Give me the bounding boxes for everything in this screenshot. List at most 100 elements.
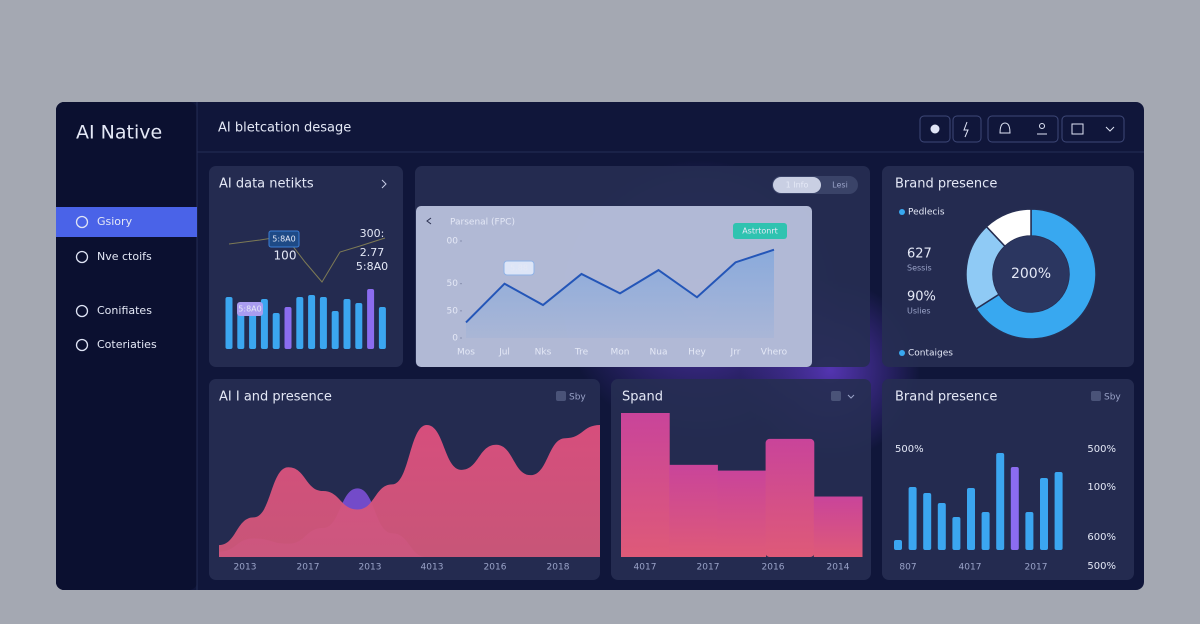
bar: [1010, 467, 1019, 550]
bar: [996, 453, 1005, 550]
x-tick-label: 2017: [697, 563, 720, 573]
bar: [296, 297, 304, 349]
bar: [319, 297, 327, 349]
annotation: 5:8A0: [238, 305, 261, 314]
bar: [908, 487, 917, 550]
checkbox[interactable]: [831, 391, 841, 401]
legend-text: Sessis: [907, 264, 932, 273]
x-tick-label: Nua: [650, 348, 668, 358]
nav-active[interactable]: [56, 207, 197, 237]
bar: [343, 299, 351, 349]
card: [882, 379, 1134, 580]
step-bar: [813, 496, 863, 557]
button[interactable]: [987, 115, 1059, 143]
annotation-box: [503, 260, 535, 276]
brand: AI Native: [76, 122, 162, 144]
checkbox[interactable]: [556, 391, 566, 401]
nav-icon: [75, 304, 89, 318]
annotation: 100: [274, 249, 297, 263]
x-tick-label: 2017: [1025, 563, 1048, 573]
x-tick-label: Mos: [457, 348, 475, 358]
x-tick-label: 807: [899, 563, 916, 573]
legend-text: 90%: [907, 290, 936, 305]
axis-label: 500%: [895, 444, 924, 455]
card-title: AI data netikts: [219, 177, 314, 192]
legend-dot: [899, 350, 905, 356]
x-tick-label: 2018: [547, 563, 570, 573]
page-title: AI bletcation desage: [218, 121, 351, 136]
y-tick-label: 0: [452, 334, 458, 344]
checkbox-label: Sby: [569, 393, 586, 403]
bar: [308, 295, 316, 349]
axis-label: 100%: [1087, 482, 1116, 493]
bar: [225, 297, 233, 349]
line: [465, 248, 775, 324]
legend-text: Pedlecis: [908, 208, 945, 218]
y-tick-label: 50: [447, 279, 459, 289]
x-tick-label: Hey: [688, 348, 706, 358]
bar: [923, 493, 932, 550]
legend-text: Contaiges: [908, 349, 953, 359]
y-tick-label: 50: [447, 306, 459, 316]
tooltip: [237, 302, 263, 316]
x-tick-label: 2016: [484, 563, 507, 573]
nav-icon: [75, 215, 89, 229]
card: [209, 166, 403, 367]
legend-dot: [899, 209, 905, 215]
toolbar[interactable]: [919, 115, 1125, 143]
nav-item: Gsiory: [97, 215, 133, 228]
icon: [1039, 123, 1045, 129]
bar: [331, 311, 339, 349]
checkbox[interactable]: [1091, 391, 1101, 401]
dropdown[interactable]: [847, 394, 855, 399]
bar: [937, 503, 946, 550]
icon: [930, 124, 940, 134]
panel-title: Parsenal (FPC): [450, 218, 515, 228]
x-tick-label: 2014: [827, 563, 850, 573]
back-icon: [426, 217, 432, 225]
icon: [1071, 123, 1084, 135]
button[interactable]: [919, 115, 951, 143]
bar: [1025, 512, 1034, 550]
icon: [1105, 126, 1115, 132]
chevron: [381, 179, 387, 189]
nav-icon: [75, 250, 89, 264]
button[interactable]: [1061, 115, 1125, 143]
annotation: 2.77: [360, 246, 385, 259]
tooltip: [268, 230, 300, 248]
bar: [272, 313, 280, 349]
card-title: Spand: [622, 390, 663, 405]
axis-label: 600%: [1087, 532, 1116, 543]
x-tick-label: Jul: [498, 348, 510, 358]
step-bar: [765, 438, 815, 557]
annotation: 300:: [360, 227, 385, 240]
icon: [999, 122, 1011, 134]
x-tick-label: 2013: [234, 563, 257, 573]
card-title: AI I and presence: [219, 390, 332, 405]
y-tick-label: 00: [447, 237, 459, 247]
annotation: 5:8A0: [272, 235, 295, 244]
icon: [963, 121, 969, 138]
x-tick-label: 4013: [421, 563, 444, 573]
trend-decoration: [228, 235, 386, 283]
x-tick-label: 2017: [297, 563, 320, 573]
step-bar: [717, 470, 767, 557]
button[interactable]: [952, 115, 982, 143]
card-title: Brand presence: [895, 390, 997, 405]
step-bar: [669, 464, 718, 557]
toggle-active[interactable]: [773, 177, 821, 193]
bar: [284, 307, 292, 349]
x-tick-label: 2013: [359, 563, 382, 573]
x-tick-label: 2016: [762, 563, 785, 573]
bar: [249, 311, 257, 349]
x-tick-label: 4017: [959, 563, 982, 573]
bar: [378, 307, 386, 349]
bar: [952, 517, 961, 550]
bar: [894, 540, 902, 550]
toggle-option: Lesi: [832, 181, 848, 190]
annotation: 5:8A0: [356, 260, 388, 273]
donut-segment: [975, 208, 1097, 340]
nav-icon: [75, 338, 89, 352]
